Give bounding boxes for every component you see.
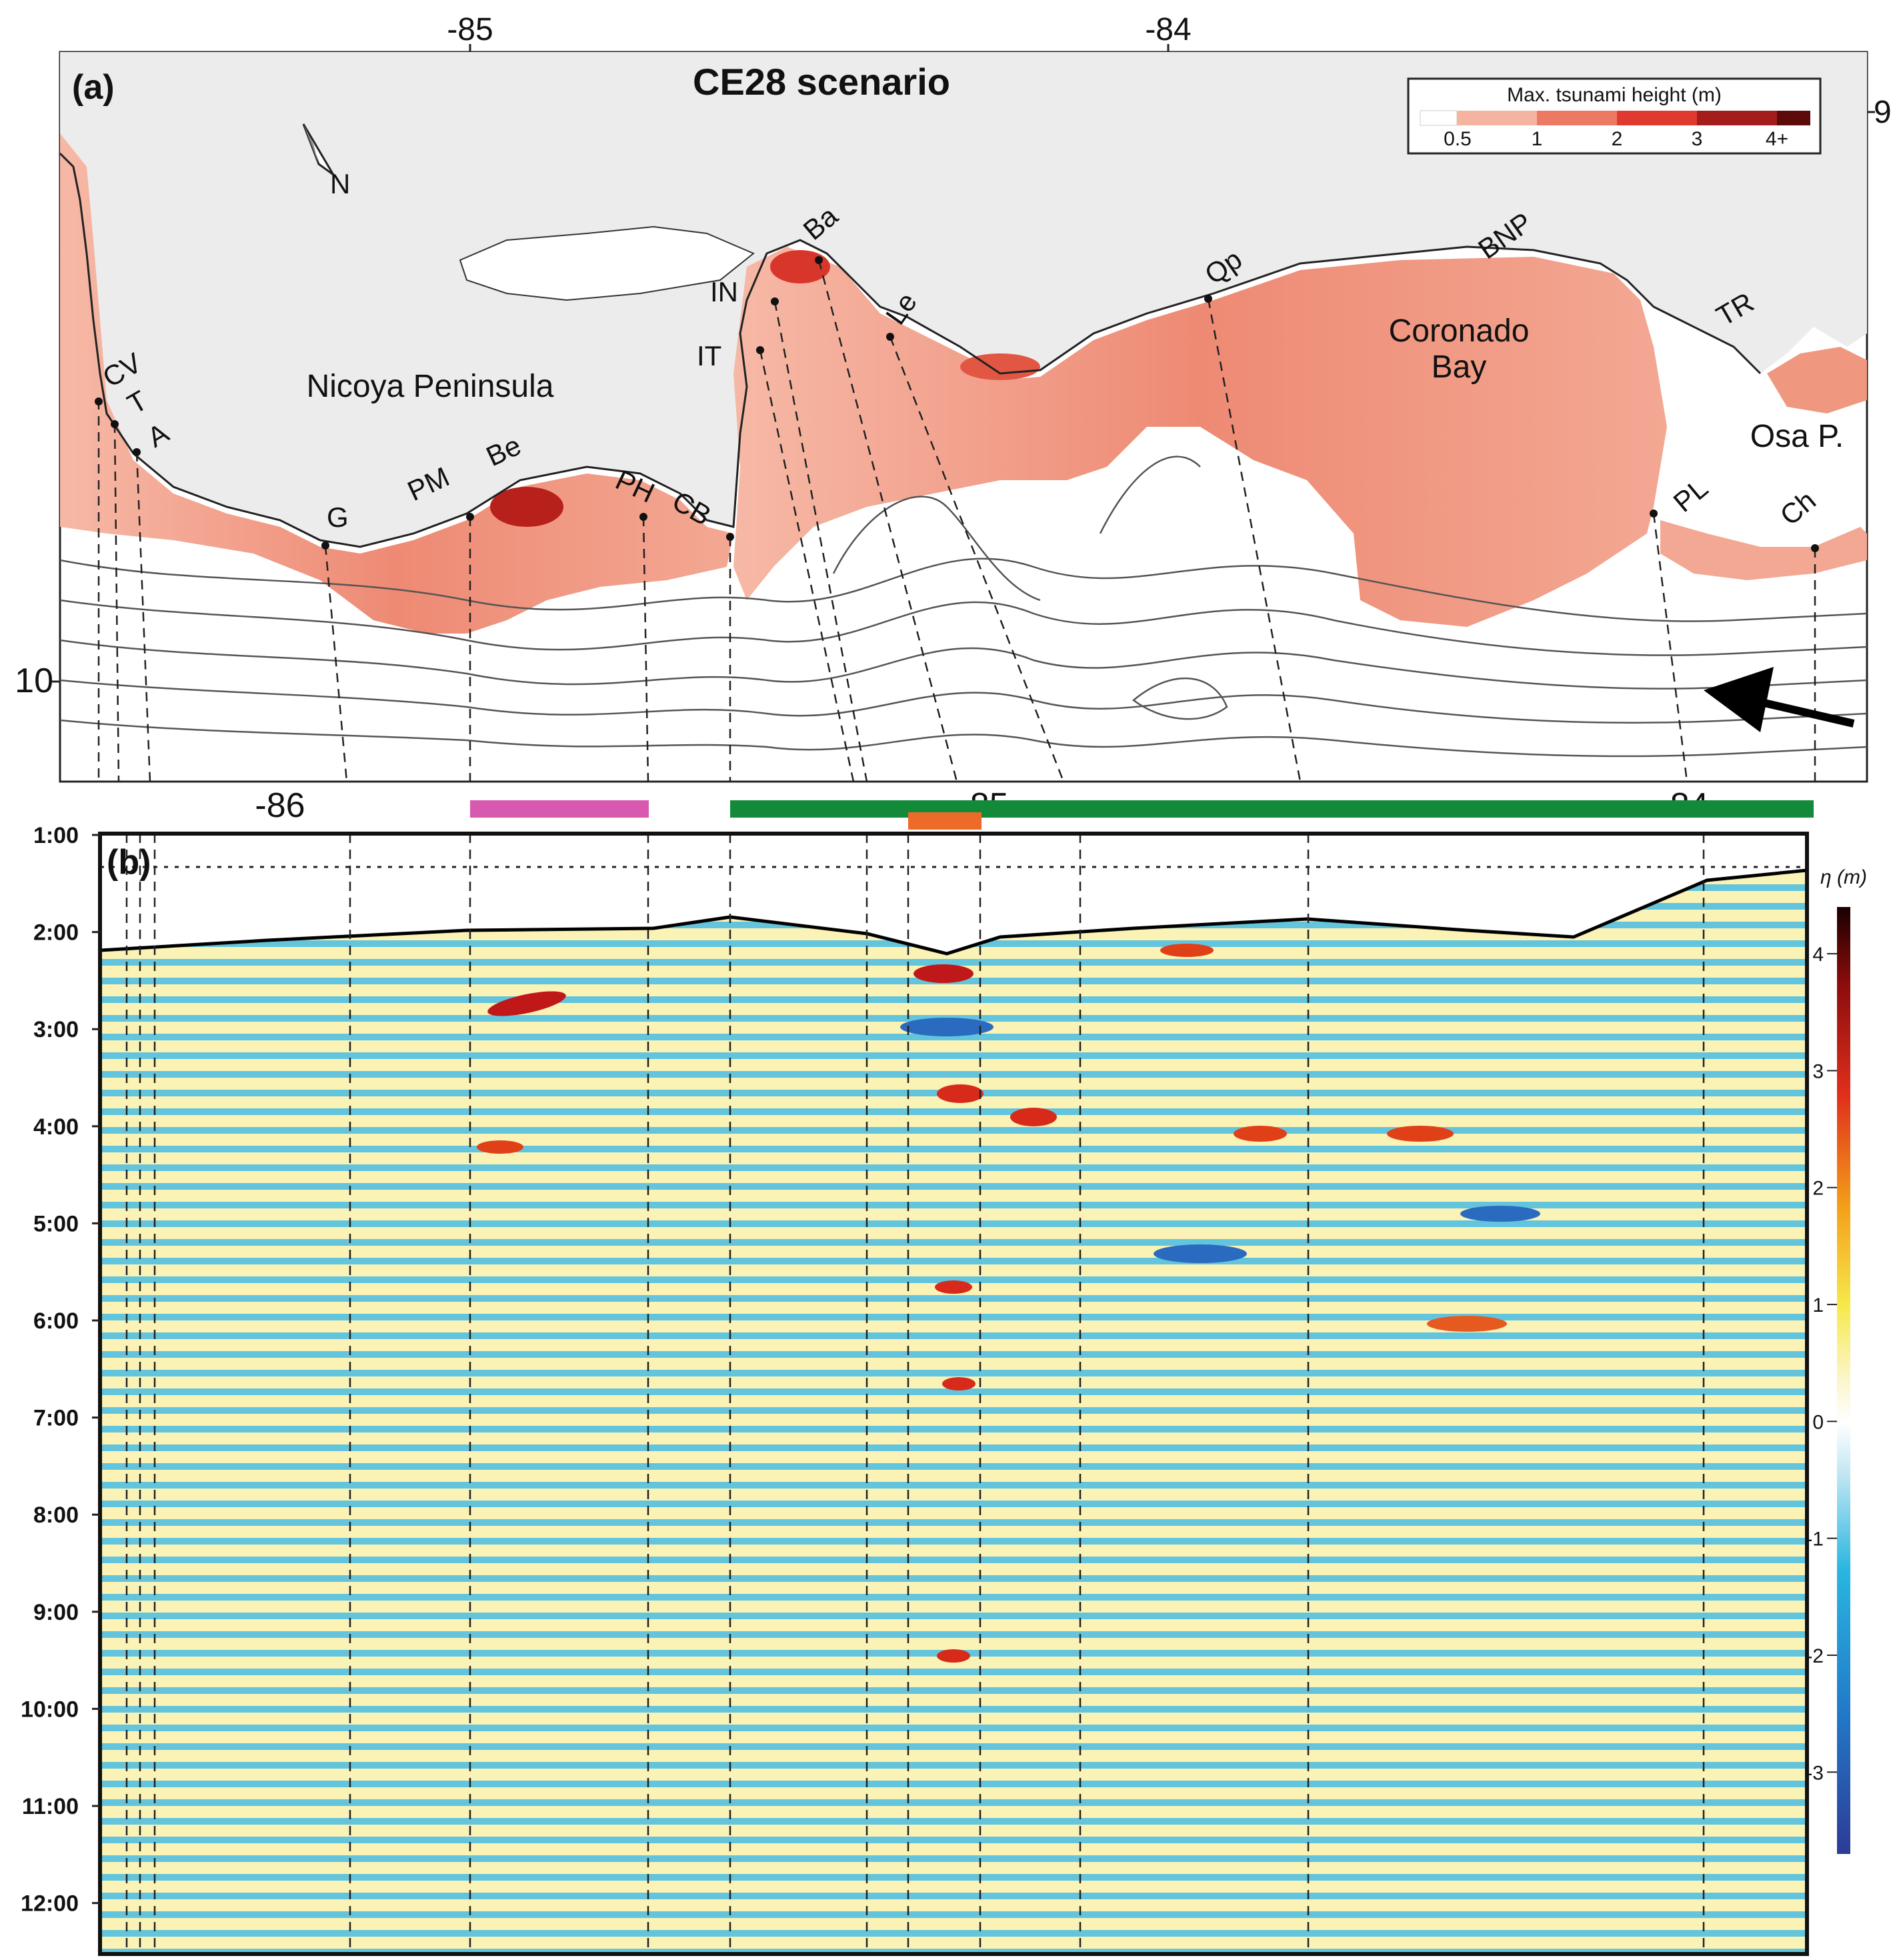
region-osa: Osa P. [1750,419,1844,454]
wave-field [100,870,1807,1954]
legend-title: Max. tsunami height (m) [1507,84,1722,106]
time-tick-label: 9:00 [33,1600,79,1625]
wave-highlights [477,944,1540,1663]
island [459,225,755,301]
hotspot-be [490,487,563,527]
region-bay-line2: Bay [1432,349,1487,385]
panel-b-frame [98,832,1809,1956]
coastline [60,152,1762,548]
time-tick-label: 7:00 [33,1406,79,1431]
region-peninsula: Nicoya Peninsula [307,369,554,404]
legend-tick-1: 0.5 [1444,128,1472,150]
time-tick-label: 11:00 [22,1794,79,1819]
panel-a-map: (a) CE28 scenario N -85 -84 9 10 -86 -85… [15,12,1892,825]
site-in: IN [710,276,738,307]
arrival-line [100,868,1807,956]
time-axis: 1:00 2:00 3:00 4:00 5:00 6:00 7:00 8:00 9:00 10:0… [21,823,100,1917]
top-tick-1: -85 [447,12,493,47]
panel-b-timeseries: (b) 1:00 2:00 3:00 4:00 5:00 6:00 7:00 8:00 9:00… [21,823,1867,1956]
region-bay-line1: Coronado [1389,313,1530,349]
top-axis: -85 -84 [447,12,1192,52]
colorbar-tick-label: -3 [1806,1762,1824,1784]
tsunami-shading-left [60,133,733,634]
time-tick-label: 2:00 [33,920,79,946]
time-tick-label: 8:00 [33,1503,79,1528]
colorbar-tick-label: 4 [1812,944,1824,966]
panel-a-label: (a) [72,68,115,107]
north-arrow-icon: N [302,123,350,199]
colorbar-gradient [1837,907,1850,1854]
panel-a-title: CE28 scenario [693,61,950,103]
eta-colorbar: η (m) 4 3 2 1 0 -1 -2 -3 [1806,866,1867,1854]
colorbar-tick-label: 3 [1812,1060,1824,1082]
site-it: IT [697,340,721,371]
legend-tick-4: 3 [1692,128,1703,150]
projection-lines [97,259,1816,782]
range-bar-green [730,800,1814,818]
colorbar-tick-label: 2 [1812,1178,1824,1200]
time-tick-label: 1:00 [33,823,79,848]
hotspot-ba [770,250,830,283]
wave-direction-arrow [1704,667,1855,732]
range-bars [470,800,1814,830]
time-tick-label: 6:00 [33,1308,79,1334]
top-tick-2: -84 [1145,12,1191,47]
panel-b-label: (b) [107,843,151,882]
tsunami-shading-center [733,247,1667,627]
colorbar-tick-label: -2 [1806,1645,1824,1667]
hotspot-le [960,353,1040,380]
right-tick-1: 9 [1874,95,1892,130]
land-mass [60,52,1867,547]
panel-b-dashed-lines [125,834,1705,1954]
tsunami-height-legend: Max. tsunami height (m) 0.5 1 2 3 4+ [1407,77,1822,155]
legend-tick-3: 2 [1612,128,1623,150]
colorbar-tick-label: -1 [1806,1529,1824,1551]
time-tick-label: 4:00 [33,1114,79,1140]
time-tick-label: 3:00 [33,1017,79,1042]
time-tick-label: 10:00 [21,1697,79,1722]
north-label: N [330,168,350,199]
range-bar-magenta [470,800,649,818]
range-bar-orange [908,812,982,830]
colorbar-tick-label: 0 [1812,1411,1824,1433]
site-markers [95,256,1819,552]
bottom-tick-1: -86 [255,786,305,825]
left-tick-1: 10 [15,662,53,700]
colorbar-tick-label: 1 [1812,1294,1824,1316]
legend-tick-5: 4+ [1766,128,1788,150]
legend-tick-2: 1 [1532,128,1543,150]
time-tick-label: 12:00 [21,1891,79,1917]
tsunami-osa-patch [1767,347,1867,413]
bathymetry-contours [60,455,1867,758]
site-g: G [327,502,349,533]
colorbar-title: η (m) [1820,866,1867,888]
time-tick-label: 5:00 [33,1211,79,1236]
